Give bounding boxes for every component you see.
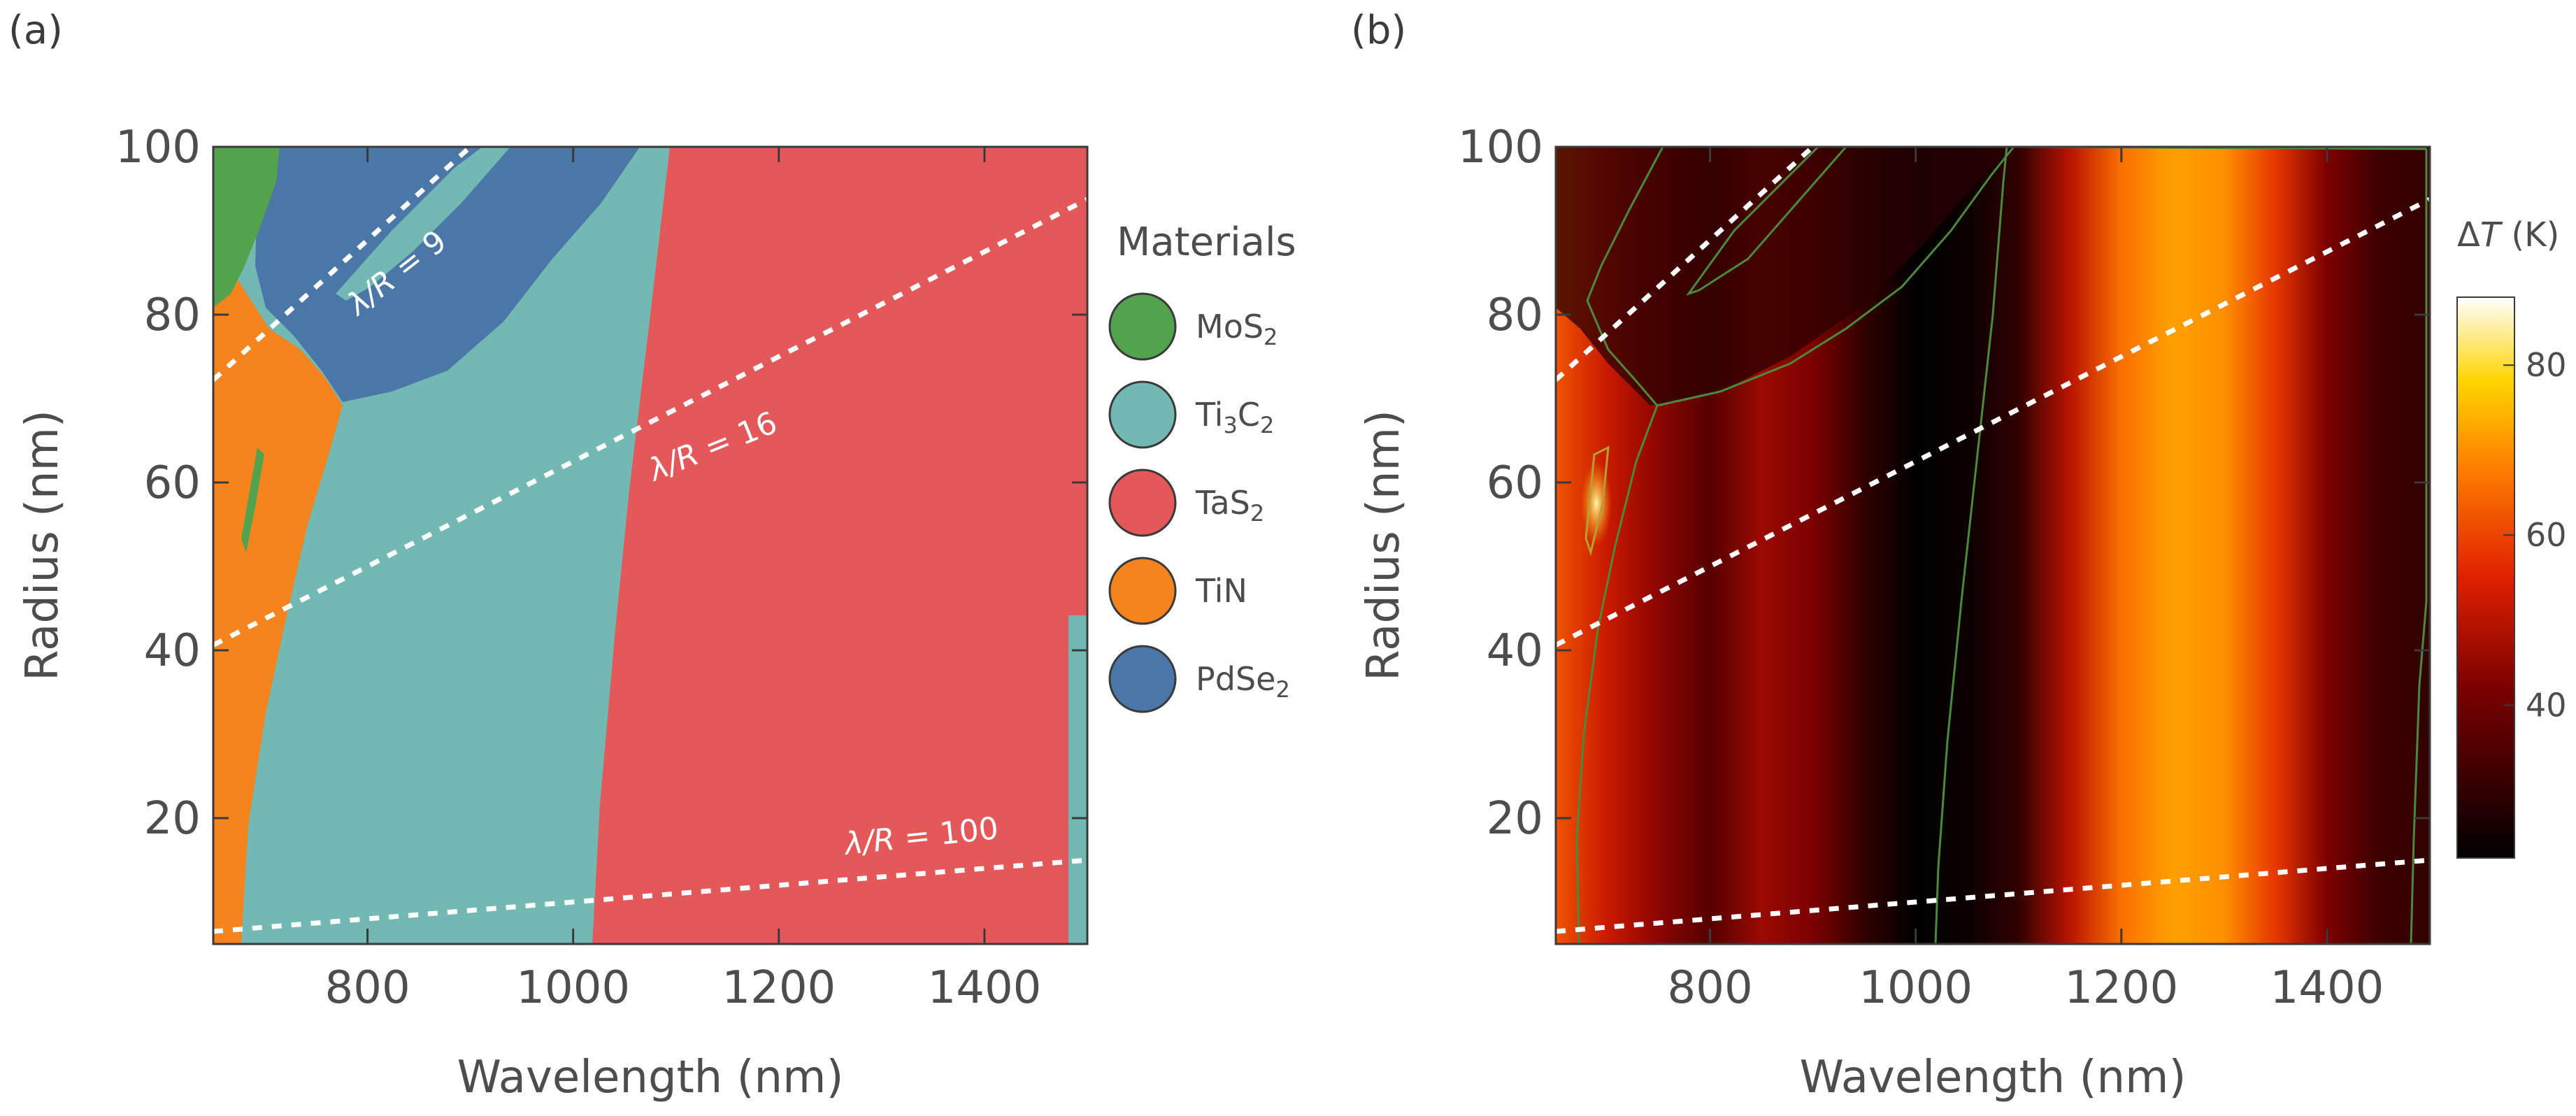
- y-tick-label-b-2: 60: [1487, 457, 1543, 509]
- x-tick-label-b-3: 1400: [2270, 962, 2384, 1014]
- y-tick-label-b-4: 100: [1458, 122, 1543, 173]
- y-tick-label-a-0: 20: [144, 793, 201, 845]
- x-axis-label-b: Wavelength (nm): [1800, 1052, 2187, 1103]
- colorbar-ticks: 40 60 80: [2503, 346, 2567, 724]
- contour-1: [1586, 147, 1664, 406]
- x-tick-label-a-0: 800: [325, 962, 410, 1014]
- y-axis-label-b: Radius (nm): [1358, 410, 1410, 681]
- plot-frame-a: [212, 145, 1089, 945]
- y-tick-label-b-0: 20: [1487, 793, 1543, 845]
- region-ti3c2-tongue: [336, 147, 510, 301]
- panel-label-a: (a): [8, 8, 63, 53]
- legend-swatch-0: [1108, 292, 1177, 361]
- guide-lines-a: [213, 147, 1087, 934]
- heatmap: [1556, 147, 2430, 944]
- guide-lines-b: [1556, 147, 2430, 934]
- region-tas2: [592, 147, 1087, 944]
- region-ti3c2-edge: [1068, 615, 1087, 944]
- x-tick-label-a-2: 1200: [722, 962, 836, 1014]
- panel-a: 800 1000 1200 1400 20 40 60 80 100 Wavelength (n…: [17, 122, 1296, 1103]
- x-tick-label-a-1: 1000: [516, 962, 630, 1014]
- legend: Materials MoS2 Ti3C2 TaS2 TiN PdSe2: [1108, 220, 1296, 713]
- contour-7: [2410, 149, 2428, 944]
- region-mos2: [213, 147, 280, 308]
- contour-3: [1686, 147, 1847, 296]
- colorbar-tick-label-1: 60: [2526, 516, 2567, 554]
- panel-label-b: (b): [1351, 8, 1406, 53]
- guide-line-ratio-9-b: [1556, 147, 1817, 382]
- colorbar-title: ΔT (K): [2457, 215, 2559, 255]
- heatmap-dark-band: [1556, 147, 2007, 406]
- colorbar-tick-label-0: 40: [2526, 686, 2567, 724]
- ticks-b: 800 1000 1200 1400 20 40 60 80 100: [1458, 122, 2430, 1014]
- legend-items: MoS2 Ti3C2 TaS2 TiN PdSe2: [1108, 292, 1290, 713]
- y-tick-label-a-1: 40: [144, 625, 201, 677]
- legend-swatch-1: [1108, 380, 1177, 449]
- legend-label-3: TiN: [1195, 572, 1247, 610]
- legend-label-1: Ti3C2: [1195, 396, 1274, 438]
- y-tick-label-b-3: 80: [1487, 289, 1543, 341]
- x-tick-label-a-3: 1400: [928, 962, 1042, 1014]
- contour-4: [1575, 405, 1659, 944]
- material-map: [213, 147, 1087, 944]
- legend-swatch-2: [1108, 468, 1177, 537]
- y-tick-label-b-1: 40: [1487, 625, 1543, 677]
- ticks-a: 800 1000 1200 1400 20 40 60 80 100: [115, 122, 1087, 1014]
- legend-label-2: TaS2: [1195, 484, 1264, 527]
- colorbar-bar: [2456, 296, 2515, 859]
- legend-label-4: PdSe2: [1196, 660, 1290, 703]
- region-mos2-fleck: [241, 448, 264, 552]
- plot-frame-b: [1554, 145, 2431, 945]
- colorbar: ΔT (K) 40 60 80: [2456, 215, 2567, 859]
- guide-line-ratio-100-a: [213, 857, 1087, 934]
- colorbar-tick-label-2: 80: [2526, 346, 2567, 384]
- legend-swatch-3: [1108, 557, 1177, 625]
- guide-line-ratio-16-b: [1556, 196, 2430, 648]
- region-tin: [213, 231, 343, 944]
- y-tick-label-a-3: 80: [144, 289, 201, 341]
- y-axis-label-a: Radius (nm): [17, 410, 69, 681]
- x-tick-label-b-1: 1000: [1859, 962, 1973, 1014]
- region-pdse2: [255, 147, 640, 402]
- x-axis-label-a: Wavelength (nm): [457, 1052, 844, 1103]
- legend-swatch-4: [1108, 645, 1177, 713]
- contour-hotspot: [1584, 445, 1610, 557]
- x-tick-label-b-0: 800: [1668, 962, 1753, 1014]
- legend-label-0: MoS2: [1196, 308, 1278, 350]
- guide-line-ratio-16-a: [213, 196, 1087, 648]
- guide-line-ratio-9-a: [213, 147, 474, 382]
- contour-5: [1934, 147, 2008, 944]
- x-tick-label-b-2: 1200: [2064, 962, 2178, 1014]
- legend-title: Materials: [1117, 220, 1296, 265]
- y-tick-label-a-2: 60: [144, 457, 201, 509]
- panel-b: 800 1000 1200 1400 20 40 60 80 100 Wavelength (n…: [1358, 122, 2567, 1103]
- y-tick-label-a-4: 100: [115, 122, 201, 173]
- guide-line-ratio-100-b: [1556, 857, 2430, 934]
- contour-2: [1656, 147, 2015, 407]
